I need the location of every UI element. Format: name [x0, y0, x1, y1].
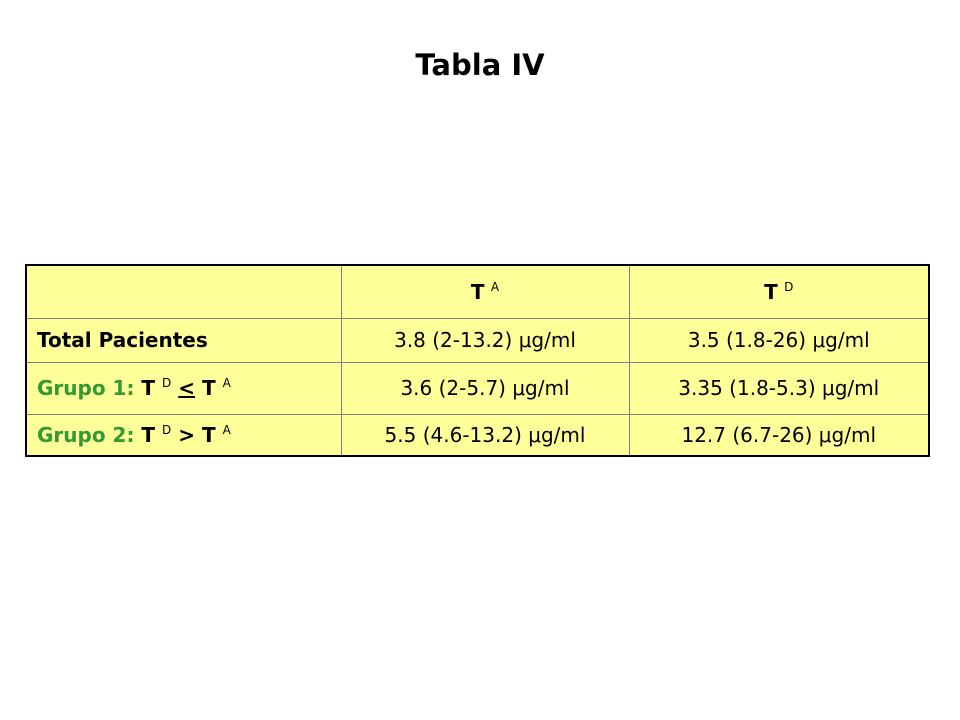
label-text: T — [141, 422, 156, 447]
label-sup: A — [222, 422, 231, 437]
header-sup: A — [490, 279, 500, 294]
label-sup: D — [162, 422, 172, 437]
table-row: Grupo 1: T D < T A 3.6 (2-5.7) μg/ml 3.3… — [25, 361, 930, 415]
header-base: T — [470, 279, 485, 304]
data-table: T A T D Total Pacientes 3.8 (2-13.2) μg/… — [25, 264, 930, 457]
group-name: Grupo 2: — [37, 422, 135, 447]
label-text: Total Pacientes — [37, 328, 208, 352]
header-row: T A T D — [25, 264, 930, 319]
row-label: Grupo 2: T D > T A — [25, 413, 342, 457]
table-row: Grupo 2: T D > T A 5.5 (4.6-13.2) μg/ml … — [25, 413, 930, 457]
table-row: Total Pacientes 3.8 (2-13.2) μg/ml 3.5 (… — [25, 317, 930, 363]
relation: < — [178, 376, 196, 400]
label-text: T — [202, 422, 216, 447]
row-label: Grupo 1: T D < T A — [25, 361, 342, 415]
slide-title: Tabla IV — [415, 48, 545, 82]
label-text: T — [202, 376, 216, 400]
cell: 5.5 (4.6-13.2) μg/ml — [340, 413, 630, 457]
header-sup: D — [784, 279, 794, 294]
header-base: T — [764, 279, 778, 304]
cell: 3.5 (1.8-26) μg/ml — [628, 317, 930, 363]
group-name: Grupo 1: — [37, 376, 135, 400]
cell: 3.6 (2-5.7) μg/ml — [340, 361, 630, 415]
cell: 3.8 (2-13.2) μg/ml — [340, 317, 630, 363]
cell: 12.7 (6.7-26) μg/ml — [628, 413, 930, 457]
row-label: Total Pacientes — [25, 317, 342, 363]
corner-cell — [25, 264, 342, 319]
label-sup: D — [162, 376, 172, 390]
relation: > — [178, 422, 196, 447]
label-text: T — [141, 376, 156, 400]
header-cell: T D — [628, 264, 930, 319]
cell: 3.35 (1.8-5.3) μg/ml — [628, 361, 930, 415]
header-cell: T A — [340, 264, 630, 319]
label-sup: A — [222, 376, 231, 390]
